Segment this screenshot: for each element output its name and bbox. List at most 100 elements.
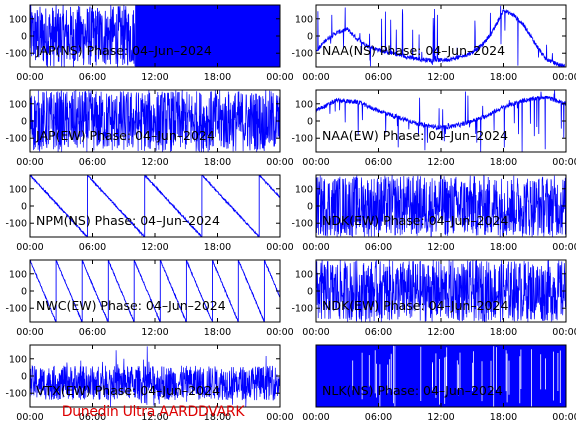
panel-title: NDK(EW) Phase: 04–Jun–2024 xyxy=(322,298,508,313)
phase-trace xyxy=(30,5,280,67)
trace-line xyxy=(316,175,566,237)
phase-panel-3: 00:00 06:00 12:00 18:00 00:00 100 0 -100 JAP(EW)… xyxy=(5,89,294,168)
y-tick-label: 0 xyxy=(21,117,27,128)
phase-panel-5: 00:00 06:00 12:00 18:00 00:00 100 0 -100 NPM(NS)… xyxy=(5,174,294,253)
trace-fill xyxy=(135,5,280,67)
y-tick-label: 0 xyxy=(307,32,313,43)
y-tick-label: -100 xyxy=(291,219,313,230)
y-tick-label: -100 xyxy=(5,304,27,315)
trace-line xyxy=(316,5,566,67)
panel-title: NLK(NS) Phase: 04–Jun–2024 xyxy=(322,383,503,398)
phase-panel-1: 00:00 06:00 12:00 18:00 00:00 100 0 -100 JAP(NS)… xyxy=(5,4,294,83)
x-tick-label: 06:00 xyxy=(365,327,392,338)
x-tick-label: 18:00 xyxy=(490,157,517,168)
phase-trace xyxy=(30,90,280,152)
y-tick-label: 0 xyxy=(21,287,27,298)
y-tick-label: 100 xyxy=(295,184,313,195)
panel-title: NPM(NS) Phase: 04–Jun–2024 xyxy=(36,213,220,228)
phase-trace xyxy=(30,175,280,237)
panel-title: NAA(NS) Phase: 04–Jun–2024 xyxy=(322,43,505,58)
x-tick-label: 00:00 xyxy=(266,412,293,423)
x-tick-label: 12:00 xyxy=(427,157,454,168)
y-tick-label: 100 xyxy=(9,354,27,365)
x-tick-label: 00:00 xyxy=(16,242,43,253)
x-tick-label: 00:00 xyxy=(302,72,329,83)
x-tick-label: 18:00 xyxy=(204,72,231,83)
x-tick-label: 12:00 xyxy=(141,242,168,253)
trace-fill xyxy=(316,345,566,407)
x-tick-label: 00:00 xyxy=(552,242,576,253)
panel-title: VTX(EW) Phase: 04–Jun–2024 xyxy=(36,383,220,398)
x-tick-label: 06:00 xyxy=(79,327,106,338)
x-tick-label: 06:00 xyxy=(365,412,392,423)
x-tick-label: 00:00 xyxy=(266,327,293,338)
y-tick-label: -100 xyxy=(5,219,27,230)
phase-trace xyxy=(30,346,280,407)
x-tick-label: 00:00 xyxy=(266,157,293,168)
x-tick-label: 12:00 xyxy=(427,412,454,423)
x-tick-label: 06:00 xyxy=(79,72,106,83)
x-tick-label: 12:00 xyxy=(141,412,168,423)
x-tick-label: 12:00 xyxy=(141,157,168,168)
x-tick-label: 12:00 xyxy=(427,327,454,338)
panel-title: NDK(EW) Phase: 04–Jun–2024 xyxy=(322,213,508,228)
trace-line xyxy=(30,346,280,407)
phase-trace xyxy=(30,260,280,322)
y-tick-label: 0 xyxy=(21,32,27,43)
x-tick-label: 18:00 xyxy=(490,242,517,253)
x-tick-label: 00:00 xyxy=(302,327,329,338)
phase-trace xyxy=(316,90,566,152)
trace-line xyxy=(316,90,566,152)
trace-line xyxy=(30,90,280,152)
phase-trace xyxy=(316,175,566,237)
x-tick-label: 00:00 xyxy=(302,242,329,253)
y-tick-label: -100 xyxy=(291,134,313,145)
phase-panel-10: 00:00 06:00 12:00 18:00 00:00 NLK(NS) Phase: … xyxy=(302,344,576,423)
x-tick-label: 00:00 xyxy=(552,157,576,168)
x-tick-label: 18:00 xyxy=(204,412,231,423)
x-tick-label: 00:00 xyxy=(16,412,43,423)
phase-trace xyxy=(316,5,566,67)
x-tick-label: 06:00 xyxy=(79,412,106,423)
trace-line xyxy=(30,175,280,237)
y-tick-label: -100 xyxy=(5,49,27,60)
phase-panel-4: 00:00 06:00 12:00 18:00 00:00 100 0 -100 NAA(EW)… xyxy=(291,89,576,168)
y-tick-label: 0 xyxy=(307,287,313,298)
y-tick-label: 0 xyxy=(307,117,313,128)
y-tick-label: -100 xyxy=(5,389,27,400)
x-tick-label: 00:00 xyxy=(302,412,329,423)
phase-panel-8: 00:00 06:00 12:00 18:00 00:00 100 0 -100 NDK(EW)… xyxy=(291,259,576,338)
phase-panel-6: 00:00 06:00 12:00 18:00 00:00 100 0 -100 NDK(EW)… xyxy=(291,174,576,253)
x-tick-label: 06:00 xyxy=(365,242,392,253)
y-tick-label: 100 xyxy=(9,14,27,25)
x-tick-label: 06:00 xyxy=(365,72,392,83)
x-tick-label: 00:00 xyxy=(552,327,576,338)
x-tick-label: 00:00 xyxy=(552,412,576,423)
trace-gaps xyxy=(352,345,561,407)
y-tick-label: -100 xyxy=(291,304,313,315)
y-tick-label: 0 xyxy=(21,202,27,213)
y-tick-label: -100 xyxy=(291,49,313,60)
x-tick-label: 00:00 xyxy=(552,72,576,83)
x-tick-label: 12:00 xyxy=(427,242,454,253)
y-tick-label: 100 xyxy=(9,99,27,110)
y-tick-label: 100 xyxy=(295,99,313,110)
footer-label: Dunedin Ultra AARDDVARK xyxy=(61,404,245,420)
phase-panel-9: 00:00 06:00 12:00 18:00 00:00 100 0 -100 VTX(EW)… xyxy=(5,344,294,423)
panel-title: JAP(NS) Phase: 04–Jun–2024 xyxy=(35,43,212,58)
x-tick-label: 18:00 xyxy=(490,72,517,83)
x-tick-label: 12:00 xyxy=(141,327,168,338)
x-tick-label: 18:00 xyxy=(204,242,231,253)
panel-title: JAP(EW) Phase: 04–Jun–2024 xyxy=(35,128,215,143)
y-tick-label: 100 xyxy=(295,269,313,280)
x-tick-label: 12:00 xyxy=(427,72,454,83)
y-tick-label: 100 xyxy=(295,14,313,25)
x-tick-label: 00:00 xyxy=(266,72,293,83)
x-tick-label: 00:00 xyxy=(16,327,43,338)
panel-title: NAA(EW) Phase: 04–Jun–2024 xyxy=(322,128,508,143)
panel-title: NWC(EW) Phase: 04–Jun–2024 xyxy=(36,298,226,313)
x-tick-label: 12:00 xyxy=(141,72,168,83)
x-tick-label: 18:00 xyxy=(204,157,231,168)
y-tick-label: 100 xyxy=(9,269,27,280)
